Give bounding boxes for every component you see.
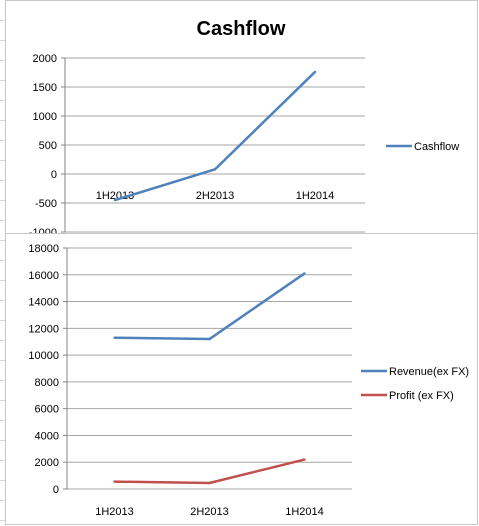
y-tick-label: 0 <box>51 169 57 181</box>
spreadsheet-row-line <box>0 180 5 181</box>
cashflow-chart-svg: Cashflow 2000 1500 1000 500 0 -500 -1000 1H201… <box>29 18 459 233</box>
y-tick-label: -500 <box>35 198 57 210</box>
spreadsheet-row-line <box>0 60 5 61</box>
y-tick-label: 6000 <box>35 404 59 416</box>
legend-label: Revenue(ex FX) <box>389 366 469 378</box>
data-point <box>113 480 116 483</box>
spreadsheet-row-line <box>0 500 5 501</box>
data-point <box>213 168 217 171</box>
legend-label: Cashflow <box>414 141 459 153</box>
spreadsheet-row-line <box>0 20 5 21</box>
spreadsheet-row-line <box>0 120 5 121</box>
series-line <box>114 272 306 341</box>
y-tick-label: 14000 <box>28 297 59 309</box>
y-tick-label: 4000 <box>35 430 59 442</box>
spreadsheet-row-line <box>0 80 5 81</box>
spreadsheet-row-line <box>0 260 5 261</box>
cashflow-chart[interactable]: Cashflow 2000 1500 1000 500 0 -500 -1000 1H201… <box>5 0 478 234</box>
spreadsheet-row-line <box>0 200 5 201</box>
spreadsheet-row-line <box>0 400 5 401</box>
spreadsheet-row-line <box>0 460 5 461</box>
x-tick-label: 1H2013 <box>95 506 134 518</box>
x-tick-label: 1H2013 <box>96 190 135 202</box>
spreadsheet-row-line <box>0 280 5 281</box>
x-tick-label: 2H2013 <box>190 506 229 518</box>
y-tick-label: 1000 <box>33 111 57 123</box>
y-tick-label: 1500 <box>33 82 57 94</box>
spreadsheet-row-line <box>0 340 5 341</box>
spreadsheet-row-line <box>0 380 5 381</box>
spreadsheet-row-line <box>0 300 5 301</box>
series-line <box>114 458 305 485</box>
spreadsheet-row-line <box>0 160 5 161</box>
spreadsheet-row-line <box>0 140 5 141</box>
y-tick-label: 500 <box>39 140 57 152</box>
spreadsheet-row-line <box>0 420 5 421</box>
y-tick-label: -1000 <box>29 227 57 233</box>
data-point <box>113 336 116 339</box>
spreadsheet-row-line <box>0 440 5 441</box>
spreadsheet-row-line <box>0 100 5 101</box>
data-point <box>113 198 117 202</box>
data-point <box>208 337 211 341</box>
y-tick-label: 8000 <box>35 377 59 389</box>
spreadsheet-row-line <box>0 360 5 361</box>
spreadsheet-row-line <box>0 220 5 221</box>
y-tick-label: 2000 <box>35 457 59 469</box>
revenue-profit-chart-svg: 18000 16000 14000 12000 10000 8000 6000 4000 200… <box>28 243 469 518</box>
data-point <box>303 272 306 275</box>
data-point <box>303 458 306 461</box>
data-point <box>313 70 317 74</box>
spreadsheet-row-line <box>0 520 5 521</box>
legend-label: Profit (ex FX) <box>389 390 454 402</box>
spreadsheet-row-line <box>0 40 5 41</box>
x-tick-label: 1H2014 <box>285 506 324 518</box>
x-tick-label: 1H2014 <box>296 190 335 202</box>
data-point <box>208 481 211 485</box>
spreadsheet-row-line <box>0 320 5 321</box>
spreadsheet-row-line <box>0 240 5 241</box>
y-tick-label: 12000 <box>28 323 59 335</box>
chart-title: Cashflow <box>197 18 286 40</box>
x-tick-label: 2H2013 <box>196 190 235 202</box>
y-tick-label: 0 <box>53 484 59 496</box>
series-line <box>114 71 316 202</box>
y-tick-label: 10000 <box>28 350 59 362</box>
revenue-profit-chart[interactable]: 18000 16000 14000 12000 10000 8000 6000 4000 200… <box>5 233 478 525</box>
y-tick-label: 2000 <box>33 53 57 65</box>
y-tick-label: 16000 <box>28 270 59 282</box>
y-tick-label: 18000 <box>28 243 59 255</box>
spreadsheet-row-line <box>0 480 5 481</box>
